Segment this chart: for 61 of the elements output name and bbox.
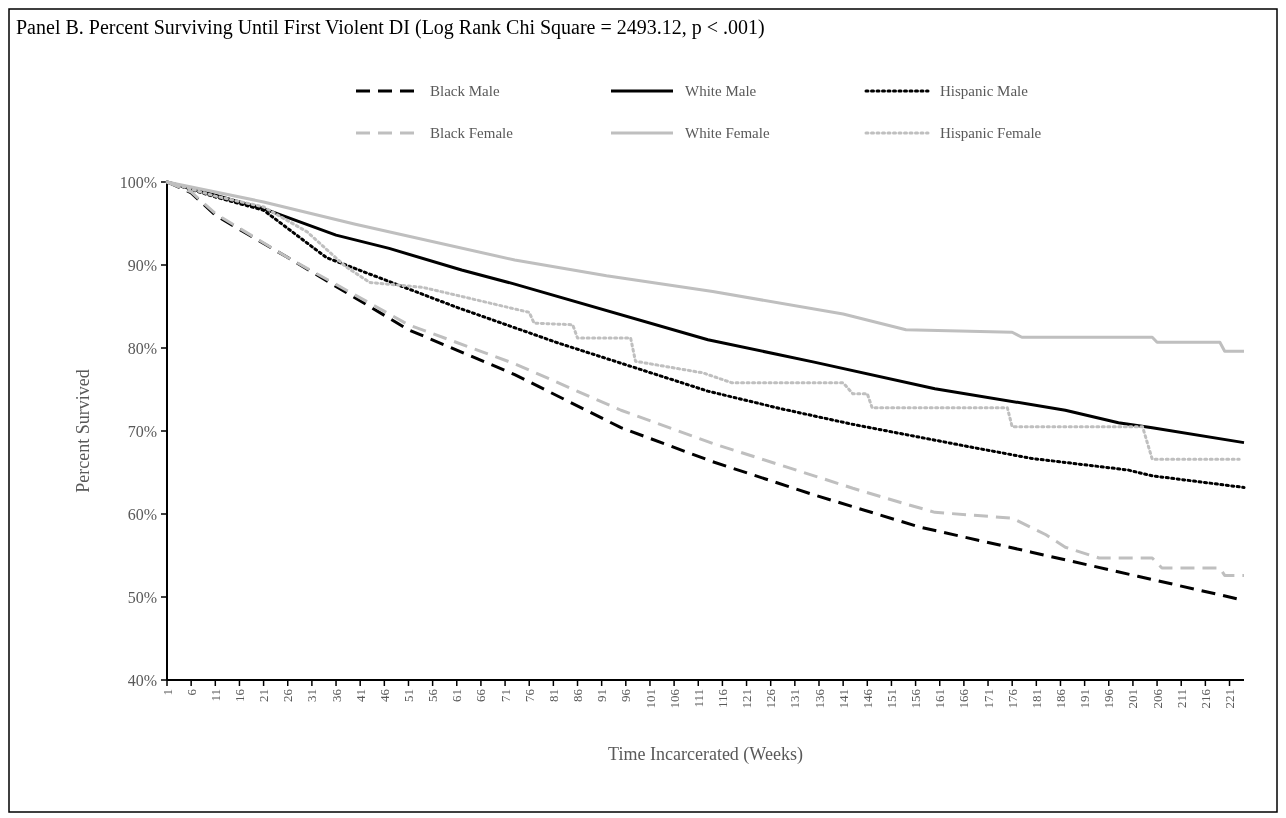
x-tick-label: 141 [835,689,851,709]
x-tick-label: 76 [521,688,537,702]
x-tick-label: 136 [811,688,827,709]
x-tick-label: 6 [183,688,199,696]
x-tick-label: 1 [159,689,175,696]
x-tick-label: 91 [594,689,610,702]
x-tick-label: 126 [763,688,779,709]
chart-title: Panel B. Percent Surviving Until First Violent DI (Log Rank Chi Square = 2493.12, p < .001) [16,16,765,39]
y-tick-label: 70% [127,422,157,440]
x-tick-label: 16 [231,688,247,702]
y-tick-label: 60% [127,505,157,523]
legend-label: Black Female [430,125,514,142]
x-tick-label: 116 [714,688,730,709]
x-tick-label: 111 [690,689,706,708]
y-tick-label: 50% [127,588,157,606]
x-axis-title: Time Incarcerated (Weeks) [608,744,803,765]
x-tick-label: 176 [1004,688,1020,709]
x-tick-label: 81 [545,689,561,702]
x-tick-label: 191 [1077,689,1093,709]
x-tick-label: 151 [883,689,899,709]
x-tick-label: 206 [1149,688,1165,709]
y-tick-label: 80% [127,339,157,357]
x-tick-label: 161 [932,689,948,709]
x-tick-label: 121 [739,689,755,709]
x-tick-label: 221 [1222,689,1238,709]
x-tick-label: 166 [956,688,972,709]
y-tick-label: 100% [119,173,157,191]
x-tick-label: 31 [304,689,320,702]
x-tick-label: 36 [328,688,344,702]
x-tick-label: 86 [570,688,586,702]
legend-label: Hispanic Male [940,83,1029,100]
legend-label: Black Male [430,83,500,100]
x-tick-label: 11 [207,689,223,702]
x-tick-label: 66 [473,688,489,702]
x-tick-label: 171 [980,689,996,709]
y-axis-title: Percent Survived [73,369,93,493]
y-tick-label: 90% [127,256,157,274]
x-tick-label: 201 [1125,689,1141,709]
x-tick-label: 71 [497,689,513,702]
legend-label: White Female [685,125,770,142]
x-tick-label: 101 [642,689,658,709]
x-tick-label: 56 [425,688,441,702]
legend-label: White Male [685,83,757,100]
x-tick-label: 146 [859,688,875,709]
legend-label: Hispanic Female [940,125,1042,142]
x-tick-label: 46 [376,688,392,702]
x-tick-label: 156 [908,688,924,709]
x-tick-label: 186 [1053,688,1069,709]
x-tick-label: 41 [352,689,368,702]
x-tick-label: 26 [280,688,296,702]
x-tick-label: 51 [401,689,417,702]
x-tick-label: 181 [1028,689,1044,709]
x-tick-label: 96 [618,688,634,702]
x-tick-label: 131 [787,689,803,709]
x-tick-label: 61 [449,689,465,702]
x-tick-label: 211 [1173,689,1189,709]
x-tick-label: 196 [1101,688,1117,709]
x-tick-label: 106 [666,688,682,709]
y-tick-label: 40% [127,671,157,689]
x-tick-label: 216 [1197,688,1213,709]
x-tick-label: 21 [256,689,272,702]
